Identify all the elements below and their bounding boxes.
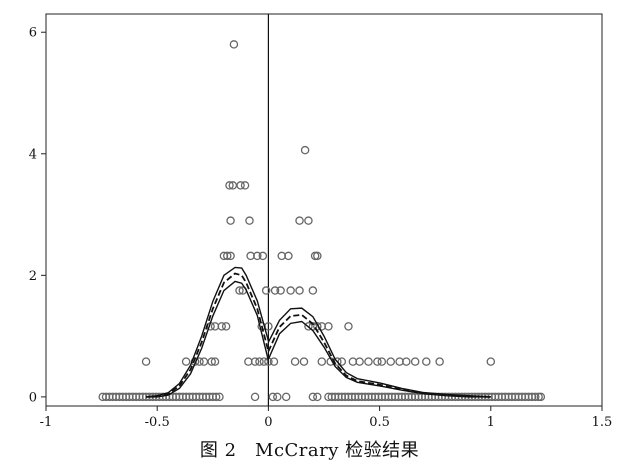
scatter-point [435, 357, 444, 366]
scatter-point [268, 392, 278, 402]
density-chart: -1 -0.5 0 0.5 1 1.5 0 2 4 6 [29, 13, 613, 430]
scatter-point [276, 286, 285, 295]
scatter-point [355, 357, 364, 366]
scatter-point [286, 286, 295, 295]
scatter-point [253, 251, 262, 261]
scatter-point [269, 357, 279, 366]
y-tick-label: 6 [29, 26, 37, 41]
scatter-point [290, 357, 300, 366]
x-tick-label: 0 [264, 415, 272, 430]
scatter-point [324, 322, 333, 331]
x-tick-label: -1 [40, 415, 53, 430]
scatter-point [226, 216, 235, 225]
left-ci-lower-line [146, 280, 270, 398]
scatter-point [486, 357, 496, 366]
scatter-point [337, 357, 347, 366]
y-tick-label: 2 [29, 269, 37, 284]
scatter-point [364, 357, 373, 366]
right-ci-upper-line [267, 307, 491, 398]
scatter-point [199, 357, 209, 366]
y-tick-label: 4 [29, 147, 37, 162]
scatter-point [141, 357, 151, 366]
scatter-point [422, 357, 431, 366]
scatter-point [215, 392, 224, 402]
scatter-point [181, 357, 191, 366]
scatter-point [402, 357, 411, 366]
plot-frame [45, 13, 603, 407]
scatter-point [273, 392, 282, 402]
scatter-point [299, 357, 309, 366]
right-density-fit-line [267, 313, 491, 398]
scatter-point [217, 322, 226, 331]
scatter-point [308, 286, 318, 295]
x-tick-label: 0.5 [369, 415, 390, 430]
scatter-point [317, 357, 327, 366]
scatter-point [210, 357, 220, 366]
scatter-point [373, 357, 382, 366]
density-curves [146, 266, 491, 398]
scatter-point [304, 216, 313, 225]
scatter-point [250, 392, 260, 402]
scatter-point [245, 216, 254, 225]
scatter-point [259, 357, 269, 366]
x-tick-label: 1.5 [592, 415, 613, 430]
scatter-point [258, 251, 268, 261]
left-density-fit-line [146, 272, 270, 398]
scatter-point [236, 181, 245, 190]
scatter-point [536, 392, 546, 402]
scatter-point [250, 357, 260, 366]
axis-ticks: -1 -0.5 0 0.5 1 1.5 0 2 4 6 [29, 26, 613, 430]
left-ci-upper-line [146, 266, 270, 398]
scatter-point [410, 357, 420, 366]
figure-caption: 图 2 McCrary 检验结果 [199, 440, 420, 461]
scatter-point [284, 251, 293, 261]
x-tick-label: 1 [487, 415, 495, 430]
scatter-point [229, 40, 239, 49]
scatter-point [235, 286, 244, 295]
scatter-point [281, 392, 291, 402]
scatter-point [377, 357, 387, 366]
scatter-point [226, 251, 235, 261]
scatter-point [240, 181, 250, 190]
scatter-point [225, 181, 234, 190]
scatter-point [344, 322, 353, 331]
scatter-point [211, 392, 221, 402]
scatter-point [386, 357, 395, 366]
scatter-point [295, 286, 304, 295]
scatter-point [304, 322, 313, 331]
scatter-point [270, 286, 280, 295]
scatter-point [223, 251, 232, 261]
scatter-point [255, 357, 264, 366]
scatter-point [308, 392, 318, 402]
y-tick-label: 0 [29, 390, 37, 405]
right-ci-lower-line [267, 320, 491, 398]
scatter-point [313, 392, 322, 402]
scatter-point [531, 392, 540, 402]
scatter-point [300, 145, 310, 155]
scatter-point [207, 357, 216, 366]
x-tick-label: -0.5 [145, 415, 170, 430]
scatter-point [295, 216, 304, 225]
scatter-point [221, 322, 231, 331]
scatter-point [313, 251, 322, 261]
scatter-point [261, 286, 271, 295]
scatter-points [98, 40, 546, 402]
